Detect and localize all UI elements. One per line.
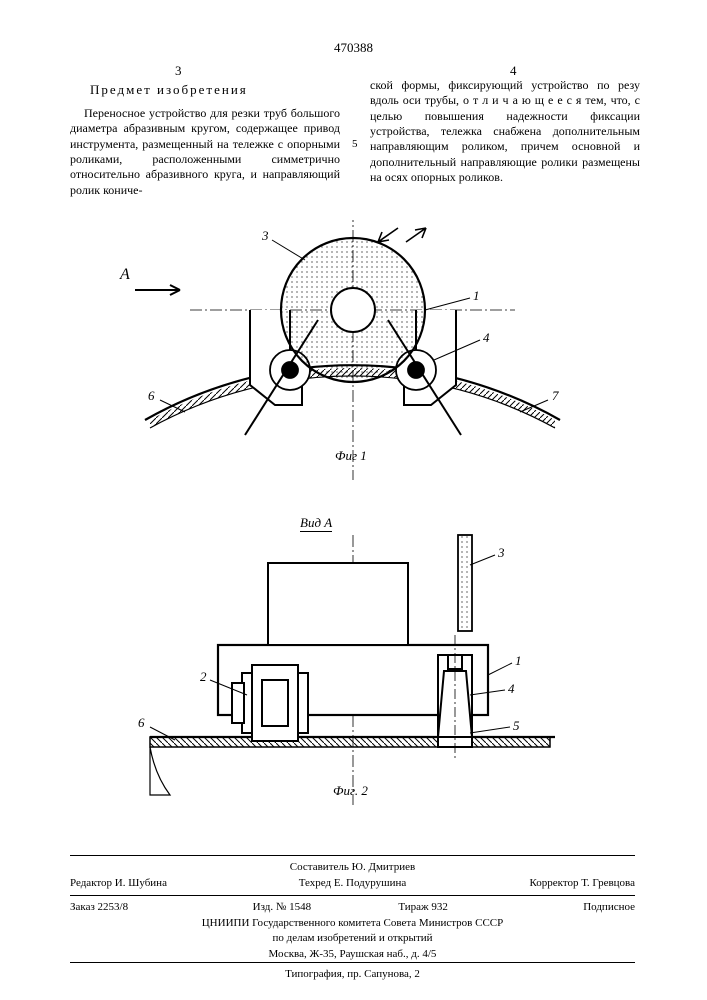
claim-text-left-column: Переносное устройство для резки труб бол… <box>70 106 340 198</box>
footer-editor: Редактор И. Шубина <box>70 876 258 891</box>
footer-rule-2 <box>70 895 635 896</box>
fig2-callout-1: 1 <box>515 653 522 669</box>
footer-typography: Типография, пр. Сапунова, 2 <box>70 967 635 982</box>
footer-edition: Изд. № 1548 <box>211 900 352 915</box>
fig2-callout-2: 2 <box>200 669 207 685</box>
figure-1-svg <box>0 220 707 480</box>
footer-org: ЦНИИПИ Государственного комитета Совета … <box>70 916 635 962</box>
fig1-callout-6: 6 <box>148 388 155 404</box>
footer-composer-row: Составитель Ю. Дмитриев <box>70 860 635 875</box>
subject-heading: Предмет изобретения <box>90 82 248 98</box>
footer-rule-3 <box>70 962 635 963</box>
fig1-callout-4: 4 <box>483 330 490 346</box>
fig1-label: Фиг 1 <box>335 448 367 464</box>
fig2-view-label: Вид А <box>300 515 332 532</box>
footer-rule-1 <box>70 855 635 856</box>
footer-org-line3: Москва, Ж-35, Раушская наб., д. 4/5 <box>70 947 635 962</box>
figure-2: Вид А <box>0 515 707 815</box>
footer-techred: Техред Е. Подурушина <box>258 876 446 891</box>
line-number-5: 5 <box>352 138 358 150</box>
fig2-callout-3: 3 <box>498 545 505 561</box>
footer-print-shop: Типография, пр. Сапунова, 2 <box>285 968 420 980</box>
patent-page: 470388 3 4 Предмет изобретения Переносно… <box>0 0 707 1000</box>
footer-credits-row: Редактор И. Шубина Техред Е. Подурушина … <box>70 876 635 891</box>
page-number-left: 3 <box>175 63 182 79</box>
fig2-callout-5: 5 <box>513 718 520 734</box>
footer-print-row: Заказ 2253/8 Изд. № 1548 Тираж 932 Подпи… <box>70 900 635 915</box>
fig1-callout-7: 7 <box>552 388 559 404</box>
fig2-label: Фиг. 2 <box>333 783 368 799</box>
footer-tirage: Тираж 932 <box>353 900 494 915</box>
fig1-callout-A: А <box>120 266 130 284</box>
patent-number: 470388 <box>0 40 707 56</box>
footer-composer: Составитель Ю. Дмитриев <box>290 861 415 873</box>
footer-subscription: Подписное <box>494 900 635 915</box>
fig1-callout-3: 3 <box>262 228 269 244</box>
figure-2-svg <box>0 515 707 815</box>
footer-order: Заказ 2253/8 <box>70 900 211 915</box>
fig2-callout-6: 6 <box>138 715 145 731</box>
footer-corrector: Корректор Т. Гревцова <box>447 876 635 891</box>
claim-text-right-column: ской формы, фиксирующий устройство по ре… <box>370 78 640 186</box>
footer-org-line1: ЦНИИПИ Государственного комитета Совета … <box>70 916 635 931</box>
page-number-right: 4 <box>510 63 517 79</box>
fig1-callout-1: 1 <box>473 288 480 304</box>
fig2-callout-4: 4 <box>508 681 515 697</box>
figure-1: А 3 1 4 6 7 Фиг 1 <box>0 220 707 480</box>
footer-org-line2: по делам изобретений и открытий <box>70 931 635 946</box>
